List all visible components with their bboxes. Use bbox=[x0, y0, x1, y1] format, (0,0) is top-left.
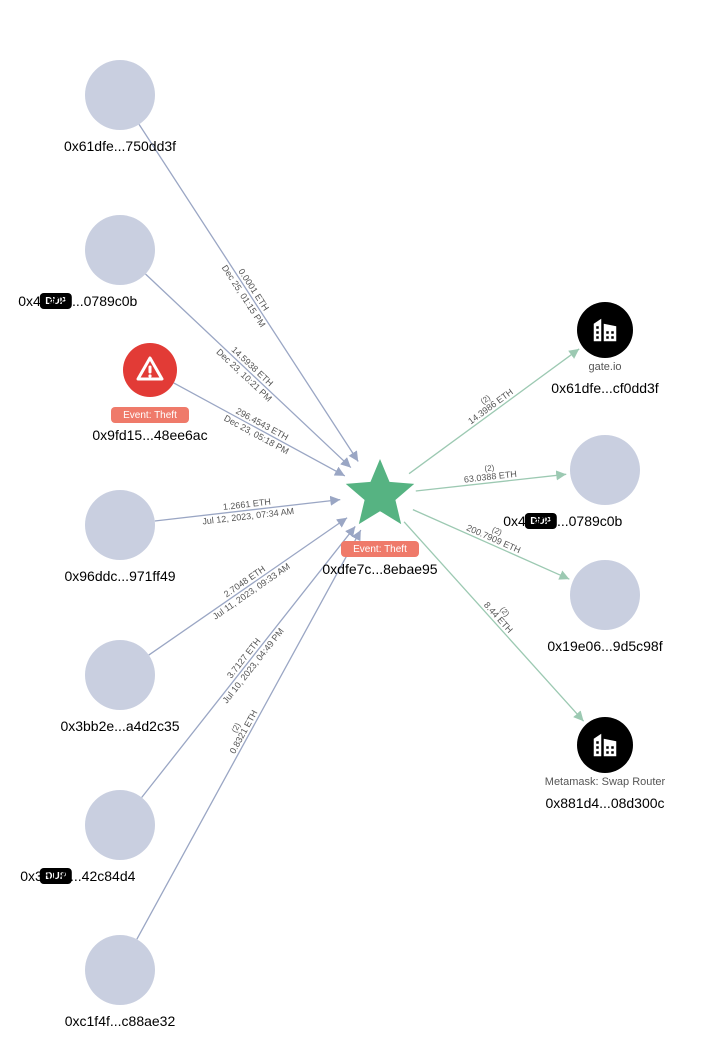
edge-count: (2) bbox=[484, 463, 495, 473]
node-r1[interactable]: gate.io 0x61dfe...cf0dd3f bbox=[551, 302, 659, 396]
node-address: 0x3518f...42c84d4 bbox=[20, 868, 135, 884]
edge-date: Jul 10, 2023, 04:49 PM bbox=[221, 626, 286, 705]
node-n7[interactable]: 0xc1f4f...c88ae32 bbox=[65, 935, 176, 1029]
event-label: Event: Theft bbox=[353, 544, 407, 555]
node-r3[interactable]: 0x19e06...9d5c98f bbox=[547, 560, 662, 654]
node-r4[interactable]: Metamask: Swap Router 0x881d4...08d300c bbox=[545, 717, 666, 811]
node-address: 0xdfe7c...8ebae95 bbox=[322, 561, 437, 577]
center-node[interactable]: Event: Theft 0xdfe7c...8ebae95 bbox=[322, 459, 437, 577]
node-n6[interactable]: DUP0x3518f...42c84d4 bbox=[20, 790, 155, 884]
node-n3[interactable]: Event: Theft 0x9fd15...48ee6ac bbox=[92, 343, 207, 443]
node-r2[interactable]: DUP0x41a28...0789c0b bbox=[503, 435, 640, 529]
node-address: 0x9fd15...48ee6ac bbox=[92, 427, 207, 443]
node-address: 0x881d4...08d300c bbox=[545, 795, 664, 811]
node-address: 0x19e06...9d5c98f bbox=[547, 638, 662, 654]
node-n2[interactable]: DUP0x41a28...0789c0b bbox=[18, 215, 155, 309]
node-n4[interactable]: 0x96ddc...971ff49 bbox=[64, 490, 175, 584]
node-address: 0x3bb2e...a4d2c35 bbox=[60, 718, 179, 734]
edge-amount: 0.8321 ETH bbox=[228, 708, 260, 755]
node-address: 0x96ddc...971ff49 bbox=[64, 568, 175, 584]
node-sublabel: gate.io bbox=[588, 361, 621, 373]
edge bbox=[149, 518, 347, 655]
edge-amount: 8.44 ETH bbox=[482, 600, 515, 635]
node-address: 0x41a28...0789c0b bbox=[503, 513, 622, 529]
edge bbox=[409, 349, 579, 474]
node-address: 0x61dfe...cf0dd3f bbox=[551, 380, 659, 396]
node-n5[interactable]: 0x3bb2e...a4d2c35 bbox=[60, 640, 179, 734]
transaction-graph: 0.0001 ETHDec 25, 01:15 PM14.5938 ETHDec… bbox=[0, 0, 720, 1040]
event-label: Event: Theft bbox=[123, 410, 177, 421]
edge-amount: 14.3986 ETH bbox=[466, 387, 515, 426]
node-address: 0x41a28...0789c0b bbox=[18, 293, 137, 309]
node-sublabel: Metamask: Swap Router bbox=[545, 776, 666, 788]
node-address: 0xc1f4f...c88ae32 bbox=[65, 1013, 176, 1029]
node-n1[interactable]: 0x61dfe...750dd3f bbox=[64, 60, 176, 154]
node-address: 0x61dfe...750dd3f bbox=[64, 138, 176, 154]
edge bbox=[404, 522, 584, 721]
edges: 0.0001 ETHDec 25, 01:15 PM14.5938 ETHDec… bbox=[137, 124, 584, 939]
